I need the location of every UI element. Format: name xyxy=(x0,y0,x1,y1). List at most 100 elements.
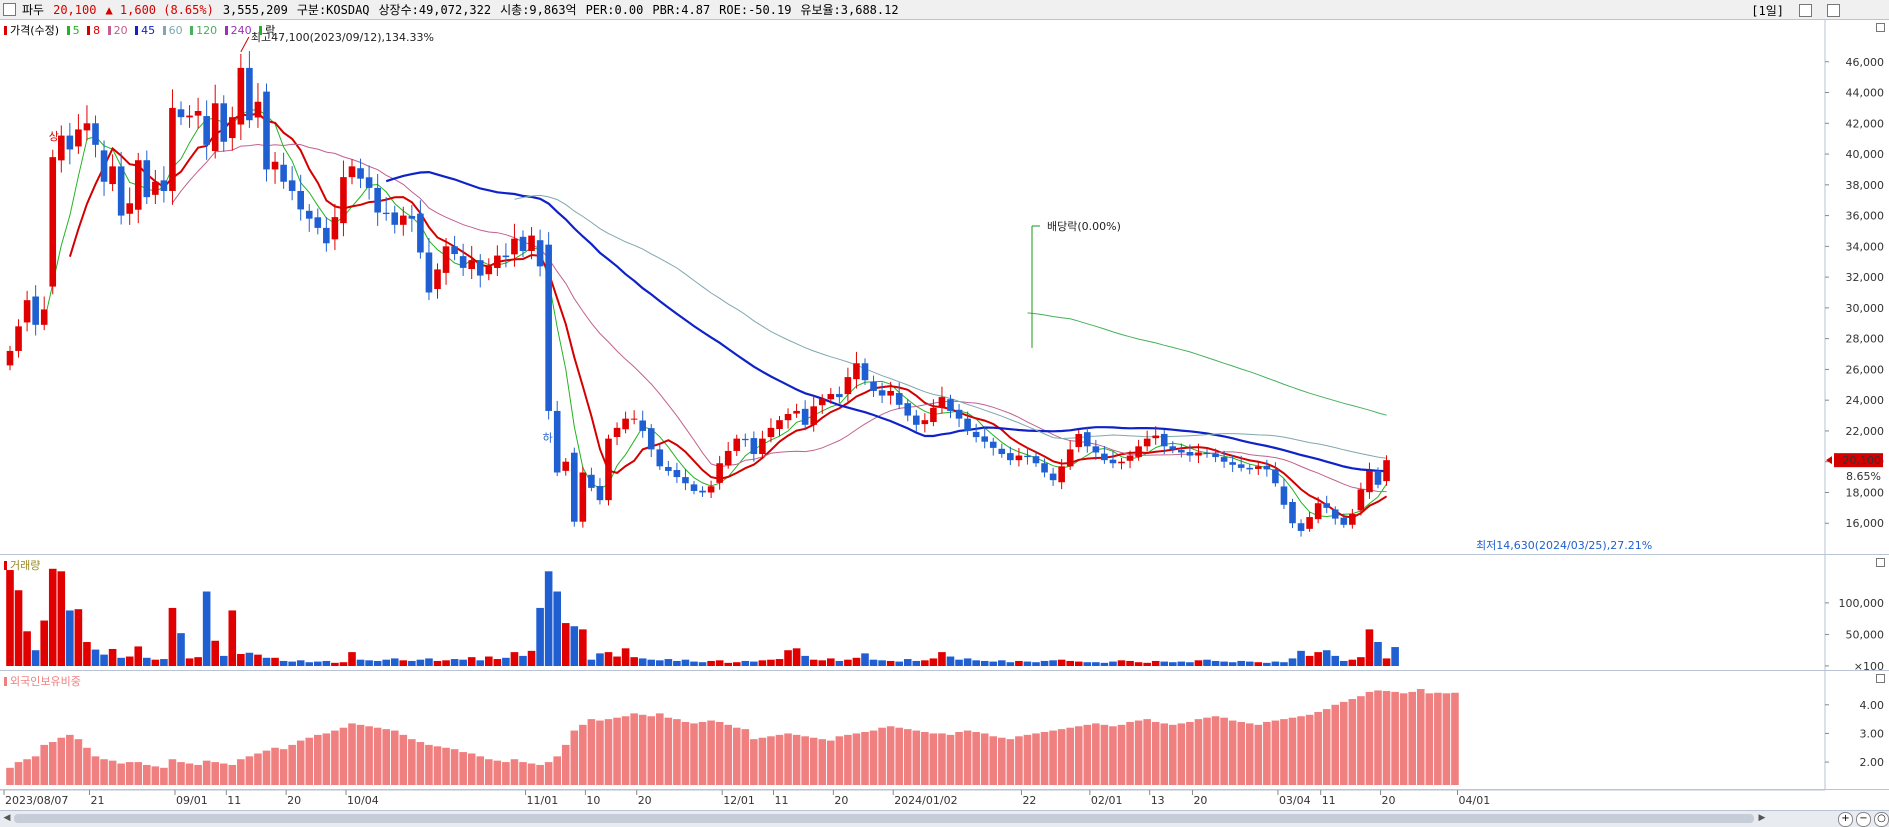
volume-bar xyxy=(878,660,886,666)
foreign-chart[interactable]: 2.00 3.00 4.00 xyxy=(0,671,1889,789)
candle-body xyxy=(58,135,65,161)
volume-bar xyxy=(544,571,553,666)
foreign-bar xyxy=(955,732,963,785)
date-tick-label: 11 xyxy=(775,794,789,807)
volume-bar xyxy=(442,660,450,666)
price-tick-label: 40,000 xyxy=(1846,148,1885,161)
zoom-out-icon[interactable]: − xyxy=(1856,812,1871,827)
volume-bar xyxy=(604,652,613,666)
foreign-bar xyxy=(160,767,168,785)
candle-body xyxy=(1237,464,1245,468)
close-icon[interactable] xyxy=(1827,4,1840,17)
foreign-bar xyxy=(835,736,844,785)
volume-bar xyxy=(809,659,818,666)
foreign-bar xyxy=(425,744,433,785)
scroll-right-icon[interactable]: ▶ xyxy=(1758,813,1766,823)
period-selector[interactable]: [1일] xyxy=(1751,4,1784,18)
volume-bar xyxy=(1288,658,1297,666)
foreign-panel-max-icon[interactable] xyxy=(1876,674,1885,683)
candle-body xyxy=(605,438,612,501)
scroll-left-icon[interactable]: ◀ xyxy=(3,813,11,823)
volume-bar xyxy=(40,620,48,666)
candle-body xyxy=(972,431,980,438)
foreign-bar xyxy=(681,721,690,785)
volume-bar xyxy=(91,649,100,666)
candle-body xyxy=(348,166,356,178)
legend-rak: 락 xyxy=(265,24,276,37)
zoom-in-icon[interactable]: + xyxy=(1838,812,1853,827)
legend-ma240-marker xyxy=(224,26,228,35)
foreign-bar xyxy=(219,763,228,785)
volume-bar xyxy=(835,660,844,666)
panel-toggle-checkbox[interactable] xyxy=(3,3,16,16)
price-tick-label: 36,000 xyxy=(1846,210,1885,223)
candle-body xyxy=(665,467,672,471)
date-tick-label: 02/01 xyxy=(1091,794,1123,807)
price-tick-label: 24,000 xyxy=(1846,394,1885,407)
candle-body xyxy=(459,256,467,268)
volume-bar xyxy=(1220,661,1228,666)
foreign-bar xyxy=(903,729,912,785)
volume-bar xyxy=(194,657,202,666)
volume-bar xyxy=(895,661,903,666)
candle-body xyxy=(827,394,835,400)
volume-chart[interactable]: ×100 50,000 100,000 xyxy=(0,555,1889,670)
candle-body xyxy=(716,463,723,483)
candle-body xyxy=(32,296,39,325)
candle-body xyxy=(152,181,159,195)
candle-body xyxy=(861,363,869,381)
upper-limit-mark: 상 xyxy=(49,130,59,143)
foreign-bar xyxy=(1391,691,1399,785)
volume-bar xyxy=(408,660,416,666)
candle-body xyxy=(571,452,578,522)
legend-price: 가격(수정) xyxy=(10,24,60,37)
panel-max-icon[interactable] xyxy=(1876,23,1885,32)
date-tick-label: 10 xyxy=(586,794,600,807)
foreign-bar xyxy=(972,732,980,785)
foreign-bar xyxy=(339,727,348,785)
per-value: PER:0.00 xyxy=(585,2,644,17)
volume-bar xyxy=(579,629,587,666)
stock-name: 파두 xyxy=(22,3,45,17)
candle-body xyxy=(622,418,629,430)
foreign-bar xyxy=(57,737,66,785)
horizontal-scrollbar[interactable]: ◀ ▶ + − ○ xyxy=(0,810,1889,827)
volume-bar xyxy=(1057,659,1066,666)
candle-body xyxy=(494,255,501,268)
candle-body xyxy=(280,164,287,182)
foreign-bar xyxy=(707,720,715,785)
foreign-bar xyxy=(553,756,561,785)
candle-body xyxy=(870,381,877,391)
zoom-reset-icon[interactable]: ○ xyxy=(1874,812,1889,827)
volume-bar xyxy=(450,659,459,666)
minimize-icon[interactable] xyxy=(1799,4,1812,17)
volume-bar xyxy=(1117,660,1126,666)
foreign-bar xyxy=(809,737,818,785)
volume-bar xyxy=(314,661,322,666)
legend-ma5-marker xyxy=(66,26,70,35)
candle-body xyxy=(40,309,48,325)
foreign-bar xyxy=(1083,724,1092,785)
candle-body xyxy=(305,210,313,219)
foreign-bar xyxy=(151,766,160,785)
candle-body xyxy=(588,474,595,488)
foreign-bar xyxy=(1151,721,1160,785)
candle-body xyxy=(6,350,14,366)
volume-bar xyxy=(6,570,14,666)
date-tick-label: 09/01 xyxy=(176,794,208,807)
foreign-bar xyxy=(1399,693,1408,785)
foreign-bar xyxy=(656,713,664,785)
foreign-bar xyxy=(211,762,219,785)
foreign-bar xyxy=(1100,724,1109,785)
foreign-bar xyxy=(1434,692,1442,785)
foreign-bar xyxy=(912,730,921,785)
scroll-thumb[interactable] xyxy=(14,814,1754,823)
foreign-bar xyxy=(673,719,681,785)
volume-panel-max-icon[interactable] xyxy=(1876,558,1885,567)
price-tag-box xyxy=(1834,453,1883,468)
price-tag-pct: 8.65% xyxy=(1846,470,1881,483)
price-chart[interactable]: 16,00018,00020,00022,00024,00026,00028,0… xyxy=(0,19,1889,554)
volume-bar xyxy=(74,609,83,666)
volume-bar xyxy=(1357,657,1365,666)
foreign-bar xyxy=(331,730,339,785)
